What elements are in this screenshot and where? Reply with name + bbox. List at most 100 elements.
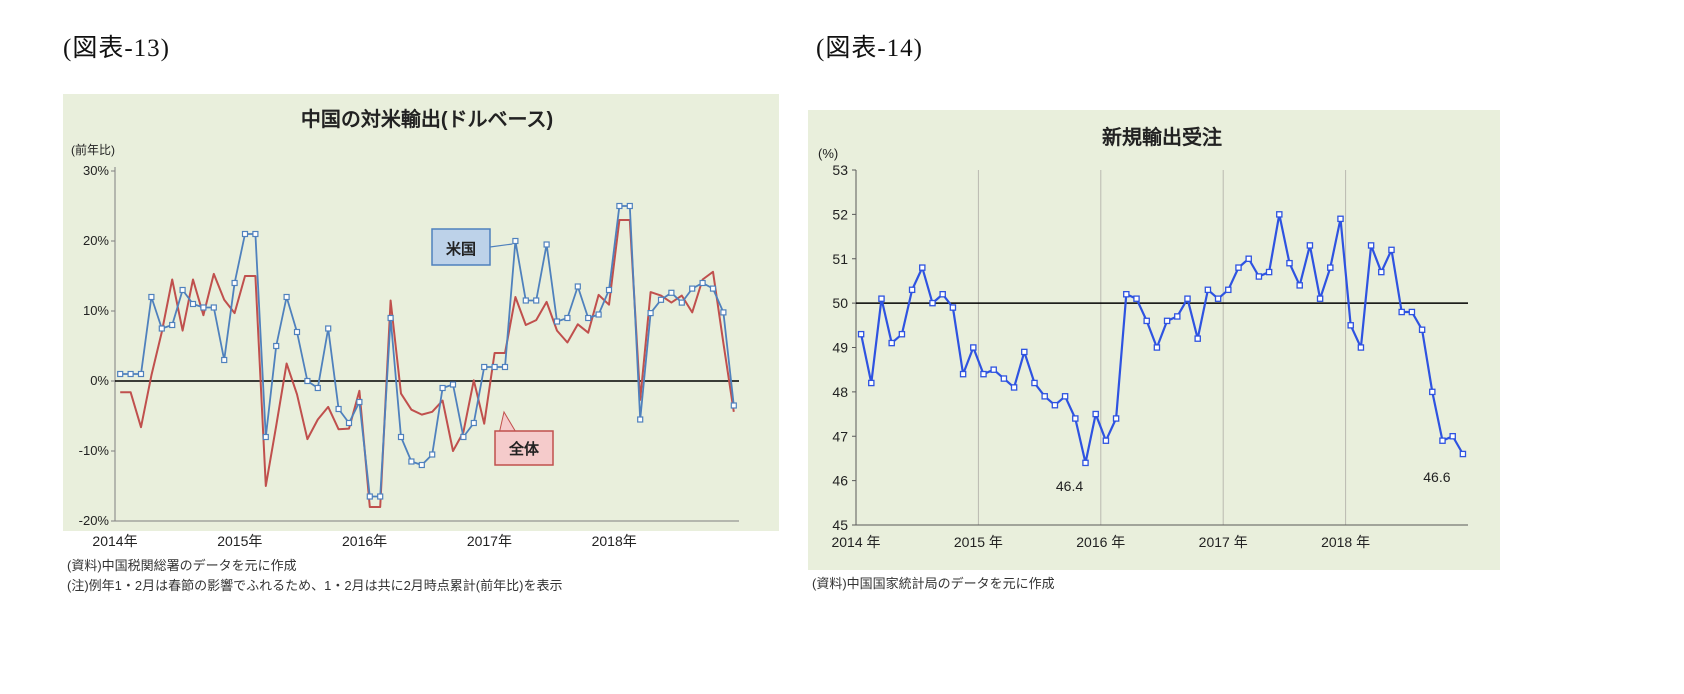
series-us-marker	[231, 279, 238, 287]
series-us-marker	[637, 416, 644, 423]
legend-total-box	[494, 430, 554, 466]
y-tick-label: 20%	[83, 233, 109, 248]
series-us-marker	[293, 328, 301, 336]
series-neo-marker	[1112, 415, 1120, 422]
series-us-marker	[366, 493, 373, 500]
y-tick-label: 53	[832, 162, 848, 178]
series-neo-marker	[1306, 242, 1314, 249]
series-neo-marker	[1459, 450, 1467, 458]
series-us-marker	[564, 314, 571, 322]
plot-background	[63, 94, 779, 531]
series-neo-marker	[1031, 379, 1038, 387]
x-tick-label: 2018年	[592, 533, 637, 549]
figure13-sources: (資料)中国税関総署のデータを元に作成 (注)例年1・2月は春節の影響でふれるた…	[67, 556, 562, 595]
series-neo-marker	[1449, 432, 1456, 440]
series-us-marker	[720, 309, 727, 316]
series-us-marker	[210, 304, 217, 311]
series-neo-marker	[1010, 384, 1018, 391]
series-neo-marker	[980, 370, 987, 378]
series-neo-marker	[1225, 286, 1232, 294]
series-neo-marker	[1143, 317, 1150, 325]
value-annotation: 46.4	[1056, 478, 1083, 494]
series-neo-marker	[1296, 282, 1303, 289]
series-neo-marker	[1214, 295, 1222, 302]
series-us-marker	[460, 433, 467, 441]
series-us-marker	[553, 318, 561, 325]
figure14-label: (図表-14)	[816, 35, 923, 62]
x-tick-label: 2014 年	[831, 534, 880, 550]
x-tick-label: 2016年	[342, 533, 387, 549]
y-tick-label: 47	[832, 428, 848, 444]
series-us-marker	[314, 384, 321, 392]
series-neo-marker	[949, 304, 957, 311]
series-us-marker	[678, 299, 685, 306]
series-us-marker	[668, 289, 675, 296]
series-neo-marker	[1367, 242, 1375, 249]
y-tick-label: -10%	[79, 443, 110, 458]
series-us-marker	[657, 296, 665, 303]
series-neo-marker	[1123, 290, 1130, 298]
series-neo-marker	[1061, 393, 1069, 400]
y-tick-label: 50	[832, 295, 848, 311]
series-us-marker	[449, 381, 457, 388]
series-neo-marker	[1286, 259, 1293, 267]
y-tick-label: 51	[832, 251, 848, 267]
series-neo-marker	[959, 370, 967, 378]
series-us-marker	[127, 370, 134, 378]
series-neo-marker	[1082, 459, 1089, 467]
series-neo-marker	[990, 366, 997, 373]
series-neo-marker	[1000, 375, 1008, 382]
series-us-marker	[148, 293, 155, 301]
series-neo-marker	[1388, 246, 1395, 254]
series-us-marker	[252, 230, 259, 238]
series-us-marker	[429, 451, 436, 458]
figure13-label: (図表-13)	[63, 35, 170, 62]
series-us-marker	[730, 402, 737, 409]
y-tick-label: 45	[832, 517, 848, 533]
series-us-marker	[377, 493, 384, 500]
series-us-marker	[335, 405, 342, 413]
series-neo-marker	[1051, 401, 1059, 409]
series-neo-marker	[1276, 211, 1283, 218]
figure13-source-line: (資料)中国税関総署のデータを元に作成	[67, 558, 297, 573]
series-neo-marker	[1337, 215, 1344, 223]
series-neo-marker	[1153, 344, 1161, 351]
series-us-marker	[512, 237, 519, 245]
series-neo-marker	[1133, 295, 1140, 302]
chart-title: 中国の対米輸出(ドルベース)	[301, 107, 553, 131]
value-annotation: 46.6	[1423, 469, 1450, 485]
series-us-marker	[439, 384, 446, 392]
y-tick-label: 52	[832, 206, 848, 222]
figure14-source: (資料)中国国家統計局のデータを元に作成	[812, 576, 1055, 591]
series-neo-marker	[868, 379, 875, 387]
series-us-marker	[283, 293, 290, 301]
series-neo-marker	[1092, 410, 1099, 418]
series-us-marker	[179, 286, 186, 294]
figure-14: (図表-14) 新規輸出受注 (%) 45 46 47 48 49 50 51 52 53 2014 …	[808, 28, 1518, 668]
series-us-marker	[605, 286, 613, 294]
x-tick-label: 2014年	[92, 533, 137, 549]
figure-13: (図表-13) 中国の対米輸出(ドルベース) (前年比) 30% 20% 10% 0% -1…	[63, 28, 793, 668]
series-neo-marker	[1184, 295, 1191, 302]
series-neo-marker	[929, 299, 936, 307]
legend-us-leader	[489, 243, 513, 248]
series-neo-marker	[857, 330, 865, 338]
x-tick-label: 2015年	[217, 533, 262, 549]
chart-title: 新規輸出受注	[1102, 125, 1222, 149]
series-neo-marker	[1378, 268, 1385, 276]
series-neo-marker	[1235, 264, 1242, 271]
series-us-marker	[221, 356, 228, 364]
series-us-marker	[574, 283, 581, 290]
series-us-marker	[418, 461, 425, 469]
series-us-marker	[200, 304, 207, 311]
x-tick-label: 2016 年	[1076, 534, 1125, 550]
series-us-marker	[158, 325, 165, 332]
series-neo-marker	[1174, 313, 1181, 320]
series-us-marker	[169, 321, 176, 329]
series-neo-marker	[1041, 393, 1048, 400]
series-neo-marker	[1163, 317, 1171, 325]
series-us-marker	[626, 202, 633, 210]
series-us-marker	[491, 363, 498, 371]
figure13-svg: 中国の対米輸出(ドルベース) (前年比) 30% 20% 10% 0% -10% -20% 20…	[63, 94, 779, 549]
series-neo-marker	[1072, 415, 1079, 422]
